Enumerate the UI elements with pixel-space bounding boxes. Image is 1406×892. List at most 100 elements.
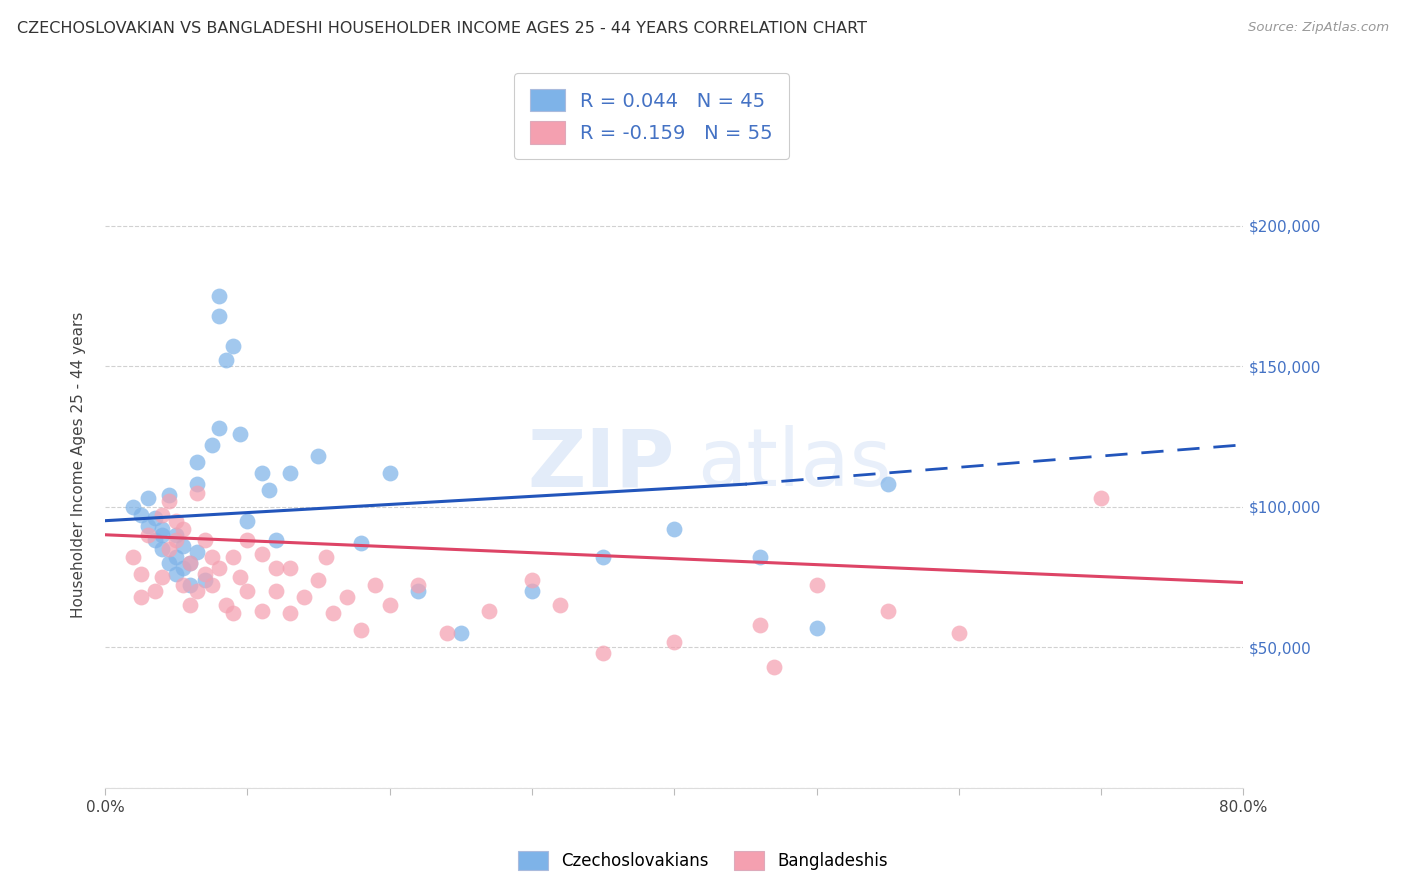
- Point: [1090, 491, 1112, 506]
- Point: [179, 598, 201, 612]
- Point: [378, 466, 401, 480]
- Point: [748, 617, 770, 632]
- Point: [664, 522, 686, 536]
- Point: [350, 536, 373, 550]
- Point: [150, 508, 173, 522]
- Point: [201, 438, 224, 452]
- Point: [806, 578, 828, 592]
- Point: [157, 541, 180, 556]
- Point: [186, 485, 208, 500]
- Point: [157, 494, 180, 508]
- Text: ZIP: ZIP: [527, 425, 675, 503]
- Point: [364, 578, 387, 592]
- Point: [876, 604, 898, 618]
- Point: [257, 483, 280, 497]
- Point: [592, 646, 614, 660]
- Point: [136, 528, 159, 542]
- Point: [165, 533, 187, 548]
- Y-axis label: Householder Income Ages 25 - 44 years: Householder Income Ages 25 - 44 years: [72, 311, 86, 617]
- Point: [172, 539, 194, 553]
- Point: [520, 584, 543, 599]
- Point: [315, 550, 337, 565]
- Point: [806, 621, 828, 635]
- Point: [208, 421, 231, 435]
- Point: [179, 556, 201, 570]
- Point: [172, 561, 194, 575]
- Point: [165, 567, 187, 582]
- Point: [215, 353, 238, 368]
- Point: [150, 522, 173, 536]
- Point: [378, 598, 401, 612]
- Point: [229, 570, 252, 584]
- Point: [236, 514, 259, 528]
- Point: [876, 477, 898, 491]
- Point: [278, 607, 301, 621]
- Point: [264, 533, 287, 548]
- Point: [236, 584, 259, 599]
- Point: [122, 500, 145, 514]
- Point: [215, 598, 238, 612]
- Point: [350, 624, 373, 638]
- Point: [264, 561, 287, 575]
- Point: [179, 556, 201, 570]
- Point: [229, 426, 252, 441]
- Point: [157, 488, 180, 502]
- Point: [136, 519, 159, 533]
- Point: [165, 550, 187, 565]
- Point: [208, 309, 231, 323]
- Point: [186, 477, 208, 491]
- Point: [450, 626, 472, 640]
- Point: [264, 584, 287, 599]
- Point: [322, 607, 344, 621]
- Point: [250, 466, 273, 480]
- Point: [250, 604, 273, 618]
- Point: [150, 570, 173, 584]
- Point: [194, 573, 217, 587]
- Legend: R = 0.044   N = 45, R = -0.159   N = 55: R = 0.044 N = 45, R = -0.159 N = 55: [515, 73, 789, 159]
- Point: [478, 604, 501, 618]
- Point: [336, 590, 359, 604]
- Point: [150, 528, 173, 542]
- Point: [222, 607, 245, 621]
- Point: [143, 584, 166, 599]
- Point: [157, 556, 180, 570]
- Point: [762, 660, 785, 674]
- Point: [278, 466, 301, 480]
- Point: [165, 528, 187, 542]
- Point: [172, 522, 194, 536]
- Point: [129, 590, 152, 604]
- Point: [186, 455, 208, 469]
- Point: [136, 491, 159, 506]
- Point: [186, 584, 208, 599]
- Point: [194, 533, 217, 548]
- Point: [122, 550, 145, 565]
- Point: [236, 533, 259, 548]
- Point: [208, 561, 231, 575]
- Point: [186, 544, 208, 558]
- Point: [208, 289, 231, 303]
- Point: [150, 541, 173, 556]
- Legend: Czechoslovakians, Bangladeshis: Czechoslovakians, Bangladeshis: [512, 844, 894, 877]
- Point: [179, 578, 201, 592]
- Point: [948, 626, 970, 640]
- Point: [406, 578, 429, 592]
- Text: Source: ZipAtlas.com: Source: ZipAtlas.com: [1249, 21, 1389, 34]
- Point: [550, 598, 572, 612]
- Point: [664, 634, 686, 648]
- Point: [406, 584, 429, 599]
- Point: [307, 449, 329, 463]
- Point: [201, 578, 224, 592]
- Point: [592, 550, 614, 565]
- Point: [172, 578, 194, 592]
- Point: [222, 339, 245, 353]
- Point: [748, 550, 770, 565]
- Point: [292, 590, 315, 604]
- Point: [520, 573, 543, 587]
- Point: [436, 626, 458, 640]
- Point: [194, 567, 217, 582]
- Point: [165, 514, 187, 528]
- Point: [201, 550, 224, 565]
- Point: [143, 511, 166, 525]
- Text: CZECHOSLOVAKIAN VS BANGLADESHI HOUSEHOLDER INCOME AGES 25 - 44 YEARS CORRELATION: CZECHOSLOVAKIAN VS BANGLADESHI HOUSEHOLD…: [17, 21, 868, 36]
- Point: [129, 508, 152, 522]
